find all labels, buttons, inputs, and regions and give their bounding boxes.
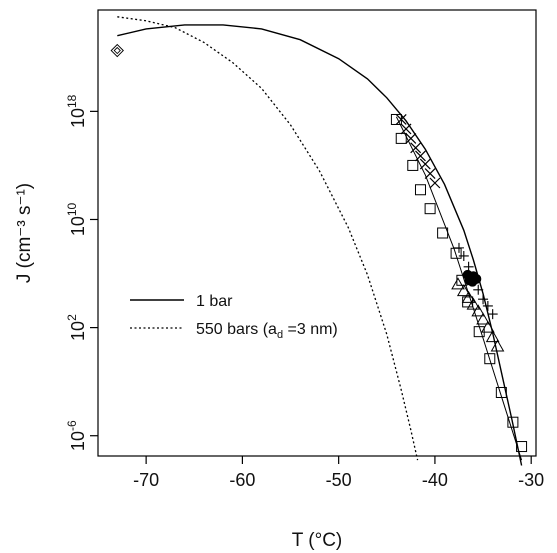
cross-marker	[429, 177, 441, 189]
plus-marker	[473, 284, 484, 295]
x-tick-label: -30	[518, 470, 544, 490]
plus-marker	[482, 300, 493, 311]
square-marker	[424, 203, 436, 215]
square-marker	[395, 132, 407, 144]
triangle-marker	[476, 312, 490, 325]
triangle-marker	[461, 290, 476, 303]
x-tick-label: -70	[133, 470, 159, 490]
x-axis-label: T (°C)	[292, 530, 343, 551]
x-axis: -70 -60 -50 -40 -30	[133, 456, 544, 490]
triangle-marker	[481, 320, 495, 333]
triangle-marker	[466, 297, 481, 310]
square-marker	[495, 386, 507, 398]
square-marker	[437, 227, 449, 239]
y-axis-label: J (cm⁻³ s⁻¹)	[14, 183, 35, 283]
y-tick-label: 102	[65, 314, 88, 341]
triangle-marker	[471, 304, 486, 317]
series-layer	[117, 16, 523, 466]
cross-marker	[419, 158, 431, 170]
triangle-marker	[485, 330, 500, 343]
diamond-marker	[110, 43, 124, 58]
y-axis: 10-6 102 1010 1018	[65, 94, 98, 451]
plus-marker	[458, 250, 469, 261]
marker-layer	[110, 43, 528, 453]
square-marker	[450, 247, 462, 259]
triangle-marker	[456, 284, 471, 297]
plus-marker	[453, 242, 464, 253]
y-tick-label: 1010	[65, 202, 88, 236]
square-marker	[507, 416, 519, 428]
cross-marker	[424, 168, 436, 179]
cross-marker	[395, 114, 407, 125]
diamond-marker-inner	[113, 46, 121, 55]
square-marker	[414, 184, 426, 196]
legend-label-1bar: 1 bar	[196, 293, 233, 310]
plot-frame	[97, 9, 537, 457]
triangle-marker	[451, 277, 465, 290]
cross-marker	[400, 123, 412, 135]
y-tick-label: 10-6	[65, 420, 88, 451]
x-tick-label: -50	[326, 470, 352, 490]
x-tick-label: -60	[229, 470, 255, 490]
y-tick-label: 1018	[65, 94, 88, 128]
cross-marker	[405, 132, 417, 144]
plus-marker	[487, 309, 498, 320]
filled-circle-marker	[467, 276, 478, 287]
legend: 1 bar 550 bars (ad =3 nm)	[130, 293, 338, 341]
square-marker	[484, 353, 496, 365]
x-tick-label: -40	[422, 470, 448, 490]
series-line	[117, 16, 419, 461]
series-line	[117, 24, 523, 466]
cross-marker	[410, 142, 422, 154]
triangle-marker	[490, 339, 505, 352]
legend-label-550bars: 550 bars (ad =3 nm)	[196, 321, 338, 341]
square-marker	[407, 159, 419, 171]
cross-marker	[415, 150, 426, 162]
plus-marker	[478, 294, 489, 305]
square-marker	[516, 441, 528, 453]
